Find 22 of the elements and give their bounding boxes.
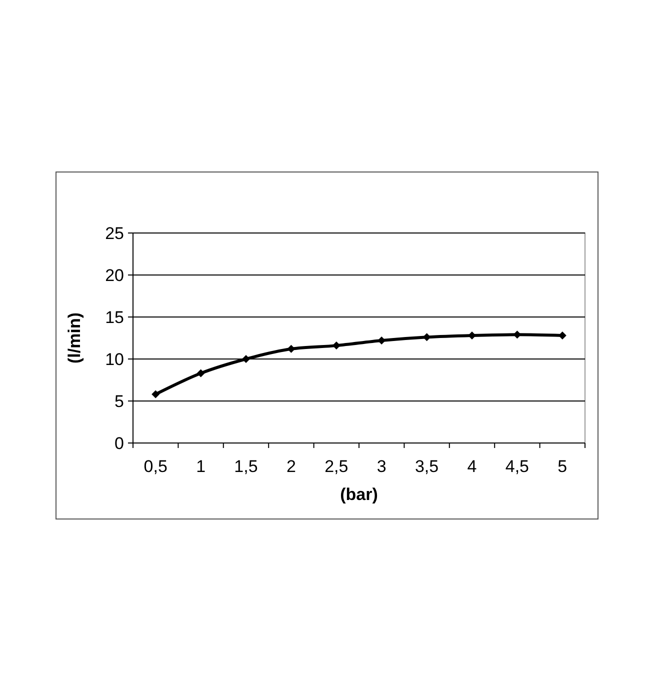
point — [468, 331, 476, 340]
point — [242, 355, 250, 363]
x-tick-label: 2,5 — [324, 457, 348, 476]
x-axis-title: (bar) — [340, 485, 378, 504]
x-tick-label: 4,5 — [505, 457, 530, 476]
x-tick-label: 5 — [558, 457, 568, 476]
y-tick-label: 15 — [105, 308, 124, 327]
x-tick-label: 3,5 — [414, 457, 439, 476]
x-tick-label: 3 — [376, 457, 386, 476]
y-tick-label: 20 — [105, 266, 124, 285]
y-tick-label: 10 — [105, 350, 124, 369]
x-tick-label: 1 — [196, 457, 206, 476]
y-tick-label: 0 — [114, 434, 124, 453]
y-axis-title: (l/min) — [65, 312, 84, 364]
y-tick-label: 5 — [114, 392, 124, 411]
y-tick-label: 25 — [105, 224, 124, 243]
x-tick-label: 2 — [286, 457, 296, 476]
x-tick-label: 4 — [467, 457, 477, 476]
point — [196, 369, 205, 378]
x-tick-label: 1,5 — [234, 457, 258, 476]
point — [152, 390, 160, 398]
x-tick-label: 0,5 — [144, 457, 168, 476]
